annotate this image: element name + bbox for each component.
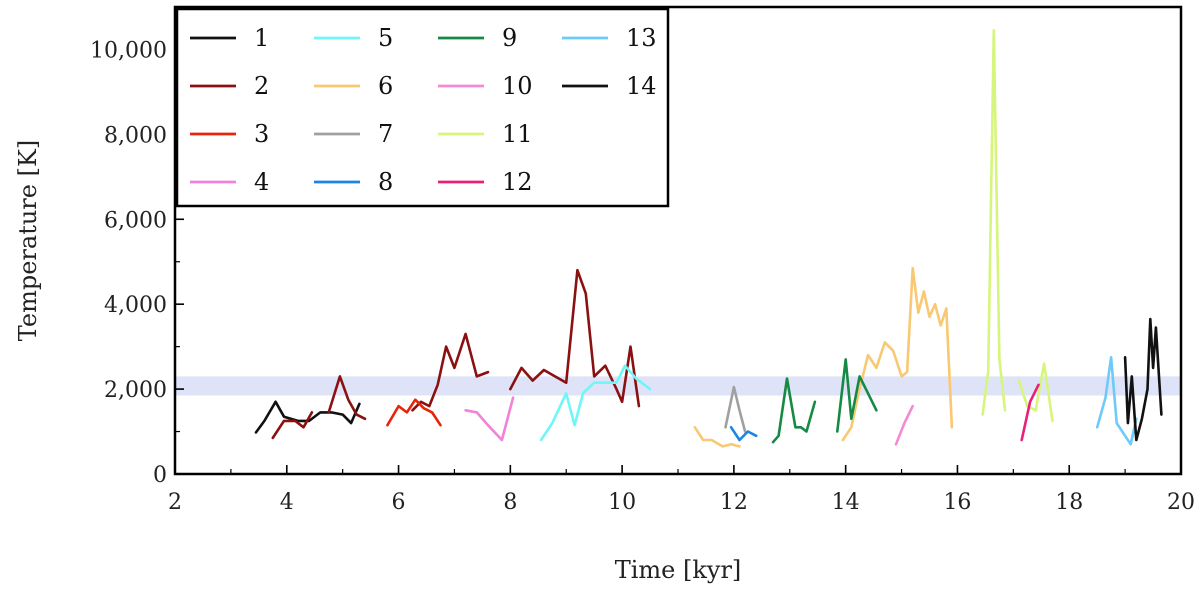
series-line-13 [1095,355,1138,446]
x-tick-label: 20 [1167,490,1195,515]
series-line-5 [539,364,652,442]
y-tick-labels: 0 2,000 4,000 6,000 8,000 10,000 [90,38,167,488]
series-line-6 [693,425,741,448]
series-line-2 [271,411,314,440]
legend-label: 5 [378,24,393,52]
series-line-2 [327,375,367,421]
series-line-1 [254,400,361,434]
legend-label: 7 [378,120,393,148]
x-tick-label: 10 [608,490,636,515]
series-line-2 [508,268,641,408]
series-line-8 [729,425,758,442]
x-tick-label: 14 [832,490,860,515]
x-tick-label: 6 [392,490,406,515]
series-line-9 [835,358,878,433]
x-tick-labels: 2 4 6 8 10 12 14 16 18 20 [168,490,1195,515]
band-rect [175,376,1181,396]
series-line-7 [724,385,747,433]
series-line-2 [411,332,490,412]
series-line-3 [386,398,442,427]
y-tick-label: 6,000 [104,208,167,233]
x-tick-label: 2 [168,490,182,515]
legend-label: 12 [502,168,533,196]
x-tick-label: 16 [943,490,971,515]
series-line-6 [841,266,954,442]
series-line-11 [1017,362,1054,423]
x-tick-label: 4 [280,490,294,515]
x-axis-label: Time [kyr] [615,556,742,584]
legend-label: 6 [378,72,393,100]
plot-frame [173,5,1183,476]
y-tick-label: 10,000 [90,38,167,63]
legend-label: 1 [254,24,269,52]
legend-label: 9 [502,24,517,52]
legend-label: 13 [626,24,657,52]
legend-label: 3 [254,120,269,148]
legend-label: 10 [502,72,533,100]
legend-label: 11 [502,120,533,148]
series-lines [254,29,1163,448]
y-tick-label: 8,000 [104,123,167,148]
x-tick-label: 18 [1055,490,1083,515]
series-line-10 [894,404,915,446]
y-tick-label: 4,000 [104,293,167,318]
y-tick-label: 0 [153,463,167,488]
series-line-4 [464,396,515,442]
y-tick-label: 2,000 [104,378,167,403]
series-line-9 [771,377,817,444]
highlight-band [175,376,1181,396]
legend-label: 4 [254,168,269,196]
series-line-11 [981,29,1007,416]
series-line-14 [1123,317,1163,442]
legend-label: 14 [626,72,657,100]
x-tick-label: 8 [503,490,517,515]
series-line-12 [1020,383,1040,442]
x-tick-label: 12 [720,490,748,515]
legend-label: 8 [378,168,393,196]
y-axis-label: Temperature [K] [14,140,42,342]
legend-box [175,7,670,208]
legend-label: 2 [254,72,269,100]
